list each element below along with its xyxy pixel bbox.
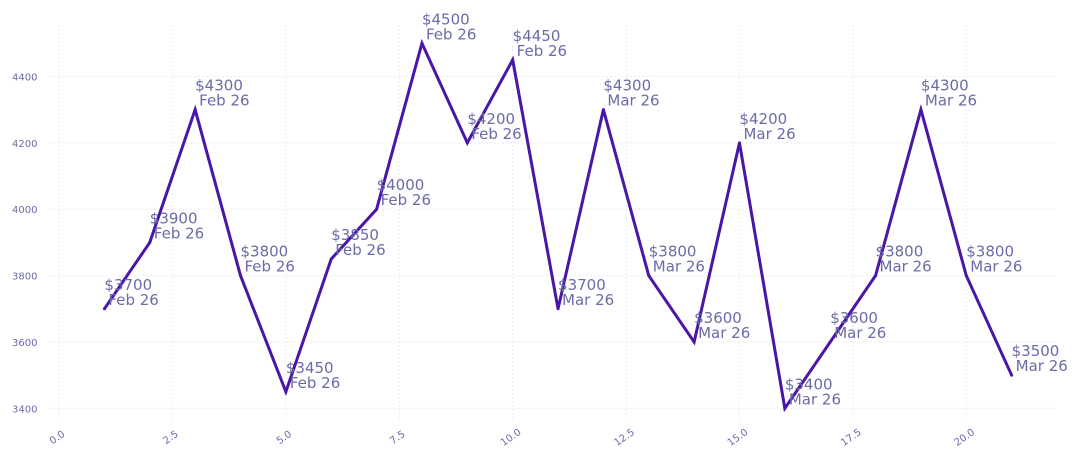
data-point [874,274,878,278]
data-point [647,274,651,278]
data-label: $3700 Mar 26 [558,276,614,309]
data-point [102,307,106,311]
data-label: $3700 Feb 26 [104,276,158,309]
x-tick-label: 7.5 [388,429,407,447]
data-label: $4500 Feb 26 [422,10,476,43]
data-label: $4200 Mar 26 [739,110,795,143]
data-label: $4300 Mar 26 [603,77,659,110]
x-tick-label: 20.0 [953,427,978,449]
y-tick-label: 3400 [12,404,37,415]
data-point [828,340,832,344]
data-point [239,274,243,278]
y-tick-label: 4000 [12,205,37,216]
data-label: $4200 Feb 26 [467,110,521,143]
data-point [329,257,333,261]
data-labels: $3700 Feb 26 $3900 Feb 26 $4300 Feb 26 $3800 Fe… [104,10,1067,408]
y-tick-label: 3800 [12,272,37,283]
x-tick-label: 17.5 [839,427,864,449]
data-label: $4000 Feb 26 [377,176,431,209]
data-point [1010,373,1014,377]
data-label: $3450 Feb 26 [286,359,340,392]
data-label: $3850 Feb 26 [331,226,385,259]
data-point [148,240,152,244]
data-label: $4300 Feb 26 [195,77,249,110]
x-tick-label: 2.5 [161,429,180,447]
x-tick-label: 15.0 [726,427,751,449]
data-point [601,108,605,112]
y-tick-label: 4200 [12,139,37,150]
series-line-group [102,38,1014,413]
data-point [511,58,515,62]
data-label: $3500 Mar 26 [1012,342,1068,375]
data-label: $3800 Mar 26 [966,243,1022,276]
data-label: $3800 Mar 26 [649,243,705,276]
data-point [783,406,787,410]
data-label: $3400 Mar 26 [785,375,841,408]
data-point [375,207,379,211]
data-point [919,108,923,112]
y-tick-label: 4400 [12,72,37,83]
data-point [193,108,197,112]
data-label: $3900 Feb 26 [150,209,204,242]
data-label: $3800 Mar 26 [876,243,932,276]
data-point [465,141,469,145]
data-point [284,390,288,394]
data-point [692,340,696,344]
x-axis-ticks: 0.0 2.5 5.0 7.5 10.0 12.5 15.0 17.5 20.0 [48,427,977,449]
data-label: $3800 Feb 26 [241,243,295,276]
x-tick-label: 0.0 [48,429,67,447]
data-label: $3600 Mar 26 [694,309,750,342]
data-point [964,274,968,278]
x-tick-label: 5.0 [275,429,294,447]
data-point [556,307,560,311]
data-point [420,41,424,45]
data-label: $4300 Mar 26 [921,77,977,110]
x-tick-label: 12.5 [612,427,637,449]
grid [50,25,1057,420]
data-label: $4450 Feb 26 [513,27,567,60]
y-tick-label: 3600 [12,338,37,349]
x-tick-label: 10.0 [499,427,524,449]
data-label: $3600 Mar 26 [830,309,886,342]
data-point [737,141,741,145]
y-axis-ticks: 3400 3600 3800 4000 4200 4400 [12,72,37,415]
